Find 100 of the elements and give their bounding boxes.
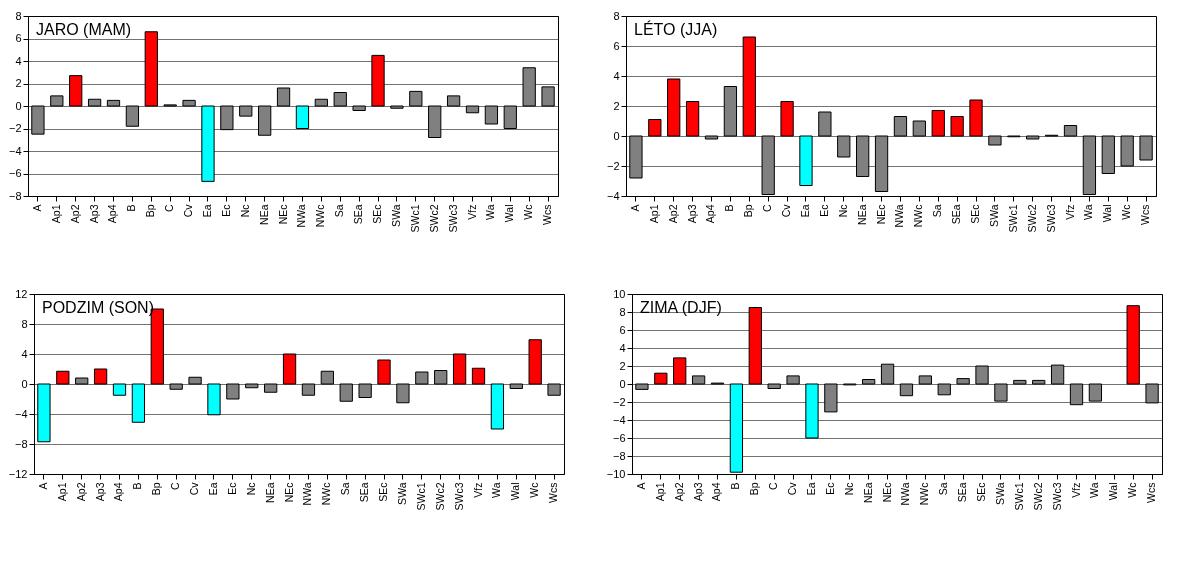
x-tick-label: Ap2 [666,204,679,224]
bar [988,135,1002,146]
x-tick-label: Ap1 [647,204,660,224]
x-tick-label: A [36,482,49,490]
y-tick-label: −6 [612,431,626,444]
y-tick-label: 0 [15,99,22,112]
x-tick-label: Wal [1107,482,1120,501]
bar [629,135,643,179]
x-tick-label: SWc3 [452,482,465,511]
bar [969,99,983,137]
x-tick-label: Ap3 [87,204,100,224]
bar [125,105,140,127]
y-tick-label: 6 [619,323,626,336]
x-tick-label: Ec [219,204,232,217]
x-tick-label: SWa [993,482,1006,505]
y-tick-label: −4 [8,144,22,157]
x-tick-label: Bp [150,482,163,496]
x-tick-label: Wcs [547,482,560,503]
bar [339,383,353,402]
x-tick-label: Nc [244,482,257,496]
x-tick-label: SEa [956,482,969,503]
x-tick-label: Sa [931,204,944,218]
bar [799,135,813,186]
bar [490,383,505,430]
x-tick-label: C [169,482,182,491]
x-tick-label: SWc3 [1050,482,1063,511]
bar [994,383,1008,402]
bar [264,383,278,393]
bar [1088,383,1103,402]
x-tick-label: Bp [742,204,755,218]
x-tick-label: C [761,204,774,213]
x-tick-label: Wcs [1139,204,1152,225]
x-tick-label: SEc [975,482,988,502]
y-tick-label: 8 [21,317,28,330]
bar [767,383,781,389]
y-tick-label: −4 [612,413,626,426]
bar [786,375,800,385]
x-tick-label: Nc [238,204,251,218]
bar [918,375,932,385]
x-tick-label: SWc3 [1044,204,1057,233]
bar [547,383,561,396]
chart-title: LÉTO (JJA) [634,20,718,38]
x-tick-label: Ea [206,482,219,496]
bar [201,105,215,182]
x-tick-label: C [163,204,176,213]
bar [434,370,448,385]
bar [1145,383,1159,404]
x-tick-label: Wc [528,482,541,498]
chart-title: PODZIM (SON) [42,299,154,316]
bar [276,87,291,107]
bar [880,363,895,385]
x-tick-label: SEc [377,482,390,502]
x-tick-label: NEa [855,204,868,225]
bar [862,379,876,385]
x-tick-label: SEc [969,204,982,224]
bar [748,307,762,385]
y-tick-label: 0 [613,129,620,142]
x-tick-label: Nc [836,204,849,218]
bar [635,383,649,390]
x-tick-label: Cv [182,203,195,218]
bar [912,120,926,137]
bar [333,92,347,107]
bar [1050,364,1065,385]
y-tick-label: 2 [613,99,620,112]
y-tick-label: −10 [606,467,626,480]
x-tick-label: NEc [282,482,295,503]
x-tick-label: Cv [780,203,793,218]
y-tick-label: −4 [606,189,620,202]
x-tick-label: Bp [144,204,157,218]
bar [371,54,385,107]
x-tick-label: Ap4 [112,482,125,502]
x-tick-label: Ec [817,204,830,217]
bar [471,367,486,385]
bar [314,98,328,107]
y-tick-label: −8 [612,449,626,462]
bar [856,135,870,177]
x-tick-label: Vfz [1069,482,1082,498]
x-tick-label: Wal [1101,204,1114,223]
x-tick-label: Wal [503,204,516,223]
x-tick-label: Wc [522,204,535,220]
bar [484,105,499,125]
x-tick-label: Vfz [1063,204,1076,220]
x-tick-label: Ap3 [93,482,106,502]
bar [899,383,914,397]
x-tick-label: Ec [225,482,238,495]
chart-title: ZIMA (DJF) [640,299,722,316]
bar [805,383,819,439]
x-tick-label: SEa [358,482,371,503]
bar [56,370,70,385]
bar [691,375,706,385]
y-tick-label: 2 [619,359,626,372]
bar [937,383,951,396]
bar [295,105,310,129]
x-tick-label: Ap2 [672,482,685,502]
x-tick-label: B [723,204,736,212]
bar [69,75,83,107]
bar [452,353,467,385]
y-tick-label: −2 [8,122,22,134]
bar [874,135,889,192]
x-tick-label: Bp [748,482,761,496]
